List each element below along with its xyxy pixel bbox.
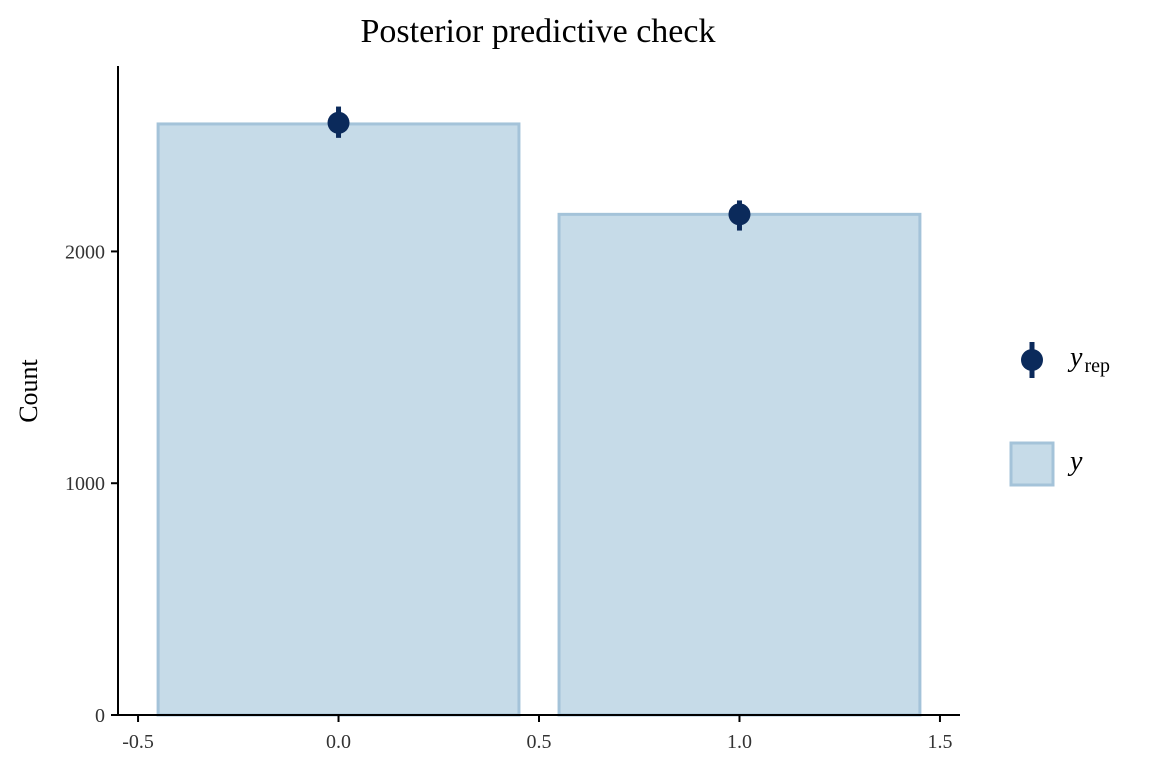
legend-item-y: y: [1009, 441, 1083, 487]
legend-y-symbol: y: [1067, 446, 1083, 477]
plot-area: [156, 106, 922, 717]
y-tick-label-2: 2000: [65, 241, 105, 263]
bar-y-1: [557, 212, 922, 717]
y-tick-label-1: 1000: [65, 473, 105, 495]
x-tick-label-2: 0.5: [527, 731, 552, 753]
legend-item-yrep: y rep: [1021, 342, 1110, 378]
y-tick-label-0: 0: [95, 705, 105, 727]
x-tick-label-0: -0.5: [122, 731, 154, 753]
legend-yrep-point: [1021, 349, 1043, 371]
x-tick-label-1: 0.0: [326, 731, 351, 753]
x-tick-label-4: 1.5: [927, 731, 952, 753]
chart-title: Posterior predictive check: [361, 13, 716, 50]
x-tick-label-3: 1.0: [727, 731, 752, 753]
yrep-point-0: [327, 111, 350, 134]
yrep-point-1: [728, 203, 751, 226]
legend-yrep-subscript: rep: [1084, 355, 1110, 377]
y-axis: 0 1000 2000: [65, 66, 119, 727]
legend: y rep y: [1009, 342, 1110, 487]
legend-y-label: y: [1067, 446, 1083, 477]
legend-yrep-symbol: y: [1067, 342, 1083, 373]
y-axis-label: Count: [14, 358, 43, 422]
x-axis: -0.5 0.0 0.5 1.0 1.5: [118, 714, 960, 753]
bar-y-0: [156, 122, 521, 717]
legend-y-swatch: [1009, 441, 1055, 487]
legend-yrep-label: y rep: [1067, 342, 1110, 377]
y-ticks: 0 1000 2000: [65, 241, 118, 727]
x-ticks: -0.5 0.0 0.5 1.0 1.5: [122, 715, 952, 753]
